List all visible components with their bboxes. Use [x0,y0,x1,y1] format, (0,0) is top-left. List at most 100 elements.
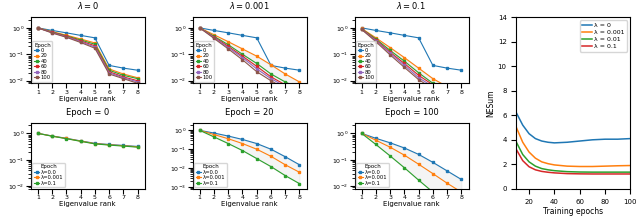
λ=0.0 [77,140,84,142]
60 [77,40,84,42]
λ=0.001 [387,146,394,148]
40 [372,38,380,40]
40 [444,90,451,93]
λ = 0 [525,132,533,135]
40 [91,43,99,46]
λ=0.001 [429,172,436,175]
Line: 60: 60 [198,26,301,93]
20 [120,73,127,75]
λ=0.001 [34,132,42,135]
Line: 80: 80 [198,26,301,96]
λ=0.0 [358,132,365,135]
40 [134,77,141,80]
λ = 0.001 [501,71,509,74]
λ = 0.01 [532,165,540,168]
Line: 100: 100 [198,26,301,96]
100 [358,28,365,31]
λ=0.001 [267,155,275,158]
λ=0.1 [358,132,365,135]
λ=0.1 [444,203,451,206]
λ = 0.1 [532,169,540,171]
λ=0.001 [63,137,70,140]
100 [91,47,99,49]
100 [77,41,84,44]
80 [63,36,70,38]
λ=0.1 [63,137,70,140]
60 [63,35,70,38]
Legend: 0, 20, 40, 60, 80, 100: 0, 20, 40, 60, 80, 100 [32,41,52,82]
λ = 0.1 [576,173,584,175]
80 [372,39,380,42]
λ = 0.01 [563,170,571,173]
80 [239,56,246,59]
X-axis label: Eigenvalue rank: Eigenvalue rank [221,96,278,102]
λ=0.0 [387,141,394,144]
λ = 0 [627,137,634,140]
20 [34,26,42,29]
λ = 0.01 [506,114,514,117]
λ=0.1 [105,144,113,146]
40 [429,82,436,85]
0 [134,69,141,72]
100 [296,93,303,96]
Line: λ=0.0: λ=0.0 [198,129,301,166]
80 [134,81,141,83]
Line: 40: 40 [36,26,139,80]
λ=0.0 [105,143,113,146]
λ = 0.01 [519,153,527,156]
λ=0.0 [48,135,56,137]
Line: 0: 0 [198,26,301,72]
λ=0.0 [63,137,70,140]
80 [34,26,42,29]
λ=0.0 [444,170,451,172]
60 [282,84,289,86]
λ = 0.001 [538,161,545,163]
0 [387,31,394,34]
100 [134,82,141,85]
100 [48,32,56,34]
80 [401,64,408,67]
λ=0.001 [282,163,289,166]
Line: λ = 0.1: λ = 0.1 [505,72,630,174]
0 [358,26,365,29]
λ = 0.1 [544,171,552,174]
λ=0.0 [91,142,99,145]
Legend: λ=0.0, λ=0.001, λ=0.1: λ=0.0, λ=0.001, λ=0.1 [32,163,65,187]
100 [63,36,70,39]
λ = 0.1 [538,170,545,173]
20 [239,48,246,50]
λ=0.1 [372,143,380,146]
100 [196,26,204,29]
40 [267,73,275,75]
60 [239,55,246,58]
λ = 0.1 [506,120,514,123]
λ=0.001 [372,139,380,141]
60 [387,51,394,54]
Line: 60: 60 [36,26,139,82]
100 [282,87,289,90]
80 [358,28,365,31]
λ=0.1 [253,157,260,160]
0 [282,67,289,69]
Line: λ = 0.01: λ = 0.01 [505,72,630,172]
60 [225,45,232,48]
40 [120,74,127,77]
0 [105,64,113,67]
40 [63,35,70,37]
Line: 20: 20 [36,26,139,79]
60 [372,39,380,41]
λ=0.0 [34,132,42,135]
Legend: λ = 0, λ = 0.001, λ = 0.01, λ = 0.1: λ = 0, λ = 0.001, λ = 0.01, λ = 0.1 [580,20,627,52]
λ=0.0 [282,155,289,158]
0 [267,64,275,67]
λ = 0.01 [601,171,609,173]
20 [296,81,303,83]
60 [267,76,275,78]
λ=0.1 [296,182,303,185]
0 [253,36,260,39]
Line: λ = 0.001: λ = 0.001 [505,72,630,166]
λ=0.1 [210,136,218,138]
0 [458,69,465,72]
λ = 0.001 [614,164,621,167]
λ=0.1 [282,174,289,177]
